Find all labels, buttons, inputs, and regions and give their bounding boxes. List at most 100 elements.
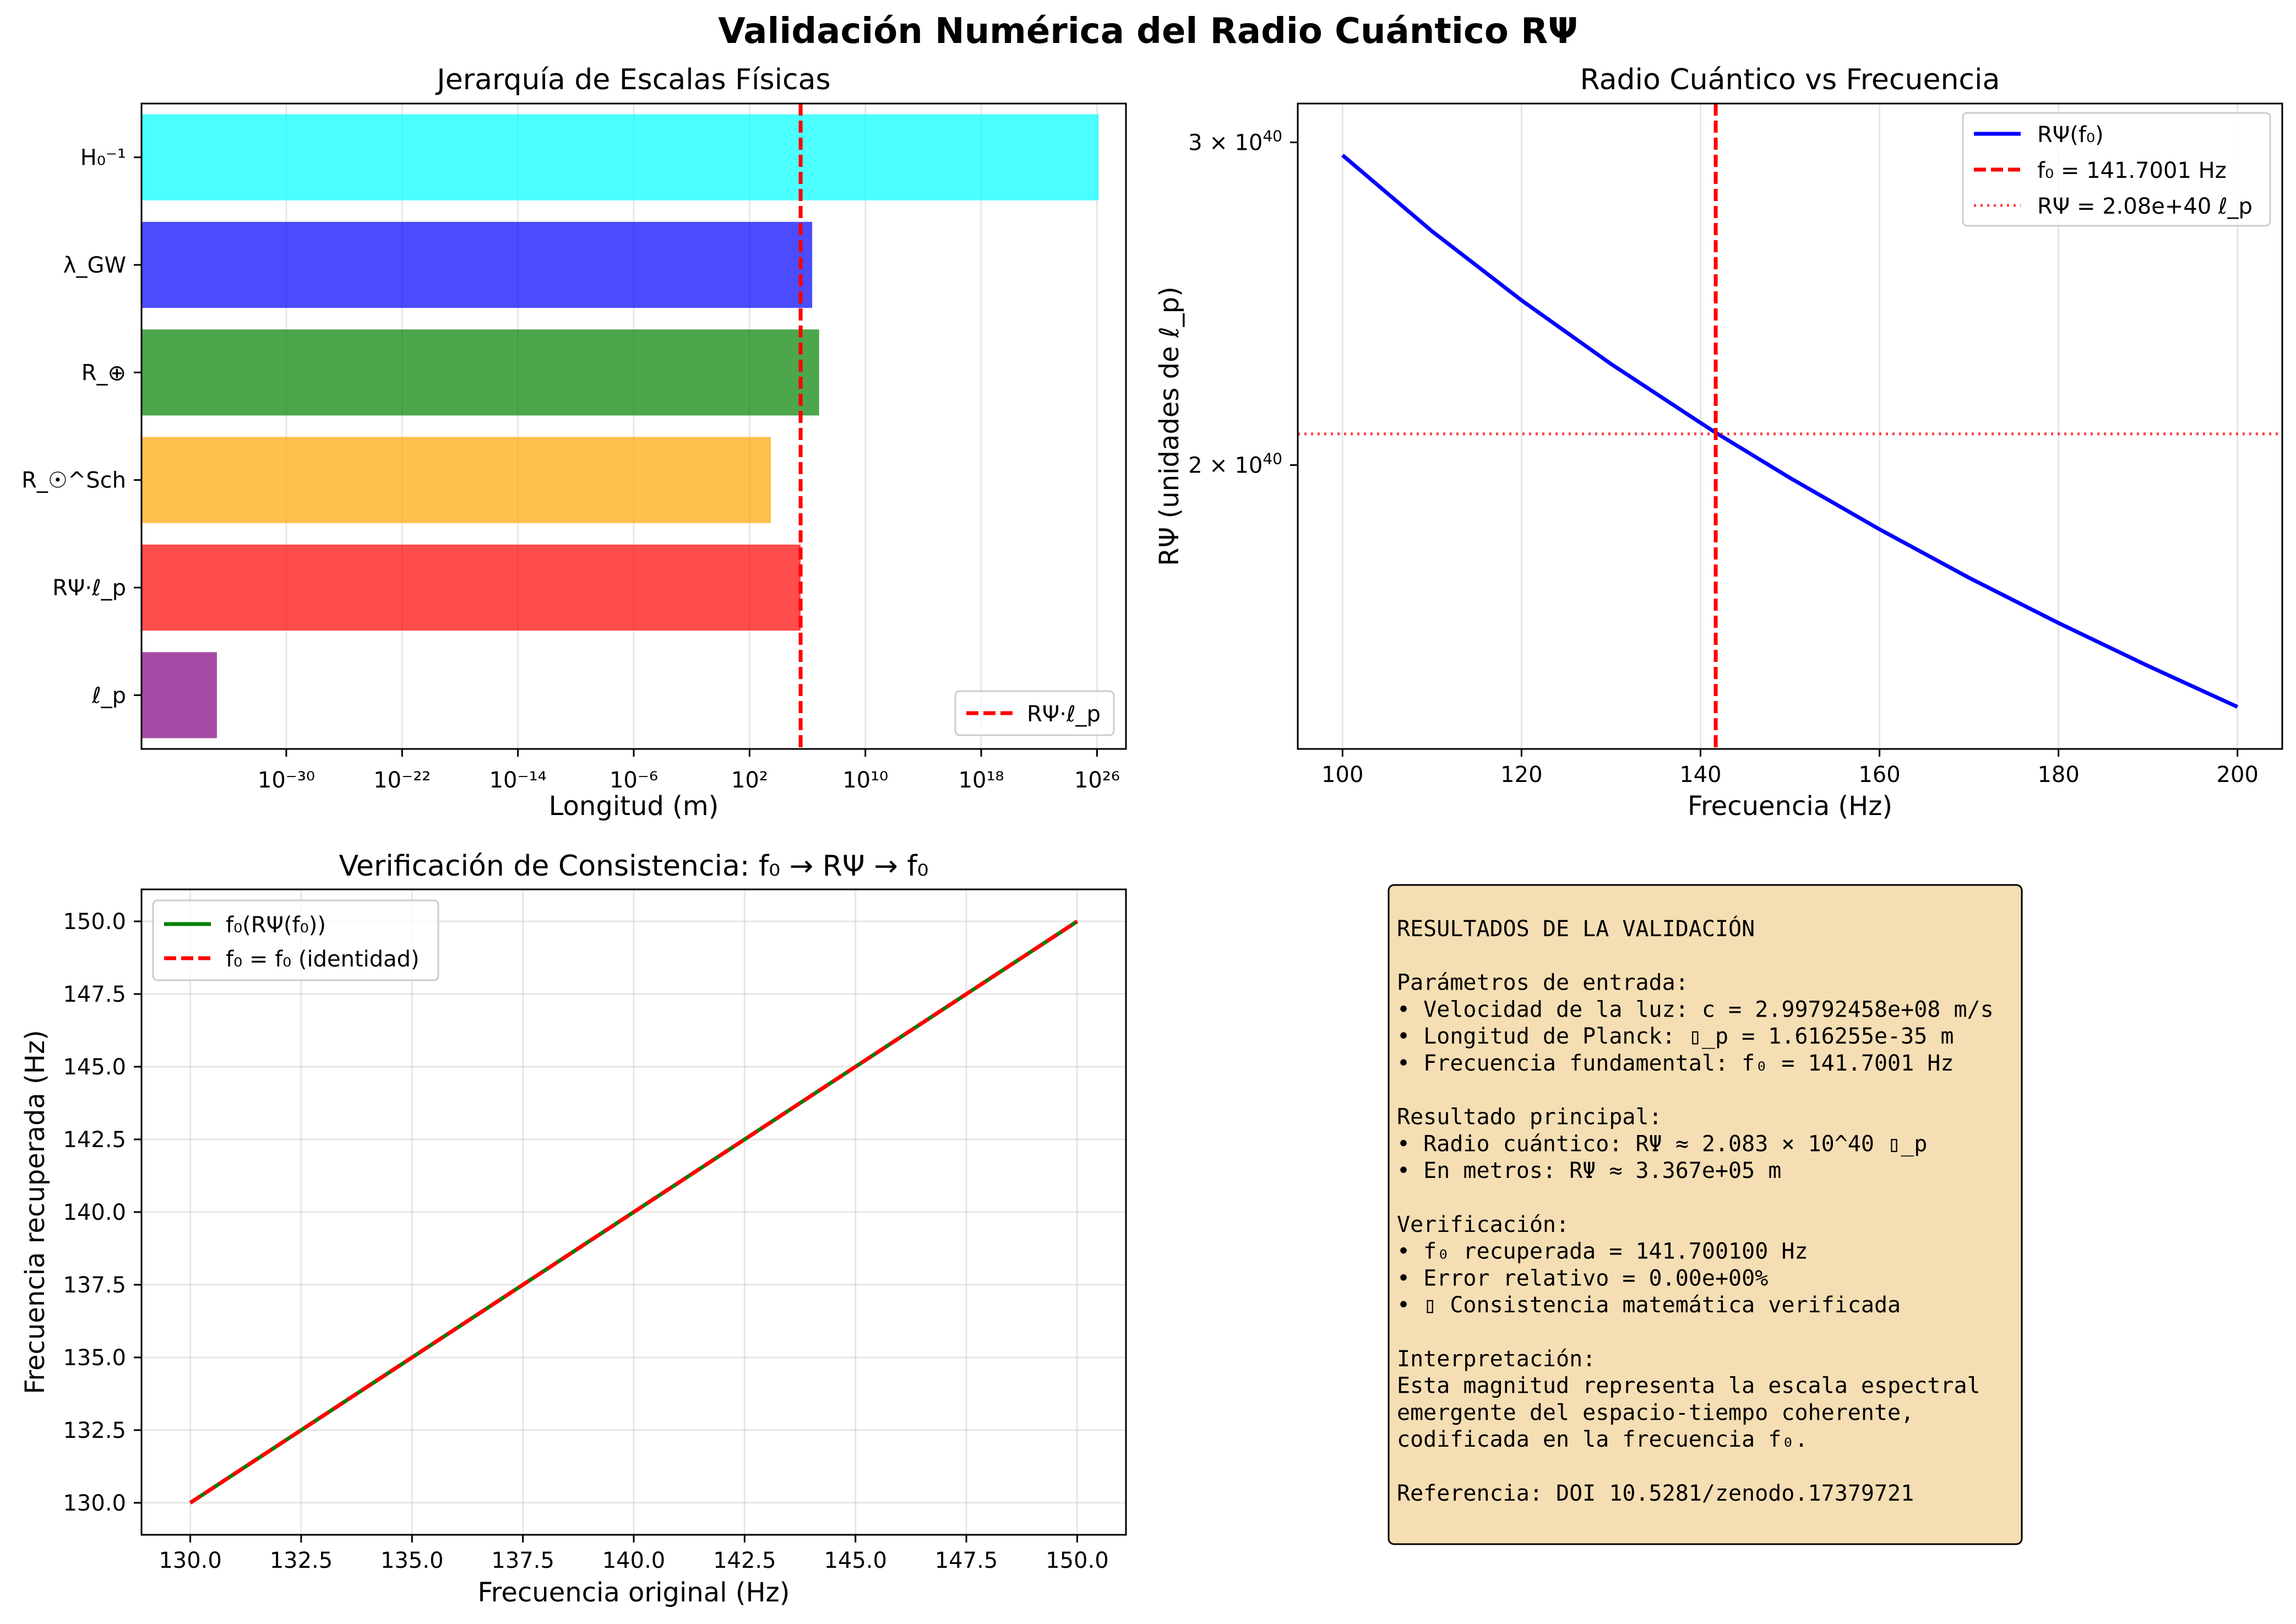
p1-y-tick-label: H₀⁻¹ <box>80 145 126 171</box>
p2-series-r-psi-curve <box>1341 154 2239 709</box>
p2-title: Radio Cuántico vs Frecuencia <box>1580 63 2000 96</box>
results-line: • Error relativo = 0.00e+00% <box>1397 1265 1768 1291</box>
p1-bar <box>142 114 1099 200</box>
p2-legend-label-hline: RΨ = 2.08e+40 ℓ_p <box>2037 194 2253 219</box>
p1-x-tick-label: 10⁻⁶ <box>610 768 658 793</box>
results-line: emergente del espacio-tiempo coherente, <box>1397 1400 1914 1425</box>
p3-y-tick-label: 132.5 <box>63 1418 126 1443</box>
results-box-frame <box>1388 884 2023 1545</box>
results-line: • ▯ Consistencia matemática verificada <box>1397 1292 1901 1318</box>
p1-y-tick-label: R_⊕ <box>81 360 126 385</box>
results-line: • Radio cuántico: RΨ ≈ 2.083 × 10^40 ▯_p <box>1397 1131 1927 1156</box>
p1-y-tick-label: RΨ·ℓ_p <box>52 575 126 601</box>
results-line: Interpretación: <box>1397 1346 1596 1372</box>
p2-x-tick-label: 200 <box>2217 762 2259 787</box>
p3-series-identity <box>189 920 1079 1504</box>
results-line: • En metros: RΨ ≈ 3.367e+05 m <box>1397 1158 1781 1183</box>
results-line: Verificación: <box>1397 1212 1569 1237</box>
p3-x-tick-label: 132.5 <box>270 1548 333 1573</box>
p1-y-tick-label: R_☉^Sch <box>21 468 126 493</box>
p3-x-tick-label: 140.0 <box>602 1548 666 1573</box>
p1-bar <box>142 652 217 738</box>
p1-x-tick-label: 10² <box>731 768 768 793</box>
p3-y-ticks: 130.0 132.5 135.0 137.5 140.0 142.5 145.0 147.5… <box>63 909 142 1516</box>
p3-lines <box>189 920 1079 1504</box>
p3-y-tick-label: 147.5 <box>63 982 126 1007</box>
p1-x-tick-label: 10⁻³⁰ <box>258 768 315 793</box>
p1-title: Jerarquía de Escalas Físicas <box>435 63 830 96</box>
p2-x-tick-label: 100 <box>1321 762 1363 787</box>
p1-bar <box>142 544 801 631</box>
p3-legend: f₀(RΨ(f₀)) f₀ = f₀ (identidad) <box>152 899 439 981</box>
p1-bars <box>142 114 1099 738</box>
p3-y-tick-label: 137.5 <box>63 1273 126 1298</box>
results-line: Parámetros de entrada: <box>1397 970 1689 996</box>
p2-axes-frame <box>1297 102 2283 750</box>
p2-x-tick-label: 140 <box>1679 762 1721 787</box>
p3-grid <box>142 889 1126 1535</box>
p3-legend-label-red: f₀ = f₀ (identidad) <box>226 947 420 972</box>
results-box: RESULTADOS DE LA VALIDACIÓN Parámetros de… <box>1388 884 2023 1545</box>
p1-bar <box>142 221 813 308</box>
p3-legend-label-green: f₀(RΨ(f₀)) <box>226 913 326 938</box>
p1-legend-label: RΨ·ℓ_p <box>1027 702 1101 727</box>
results-line: Esta magnitud representa la escala espec… <box>1397 1373 1981 1399</box>
p3-y-tick-label: 145.0 <box>63 1055 126 1080</box>
p1-bar <box>142 329 819 416</box>
p3-x-tick-label: 137.5 <box>491 1548 554 1573</box>
p2-legend-label-curve: RΨ(f₀) <box>2037 122 2104 148</box>
results-line: RESULTADOS DE LA VALIDACIÓN <box>1397 915 1755 942</box>
results-line: codificada en la frecuencia f₀. <box>1397 1427 1808 1452</box>
consistency-check-chart: 130.0 132.5 135.0 137.5 140.0 142.5 145.0 147.5… <box>20 850 1127 1608</box>
p1-x-ticks: 10⁻³⁰ 10⁻²² 10⁻¹⁴ 10⁻⁶ 10² 10¹⁰ 10¹⁸ 10²⁶ <box>258 749 1120 793</box>
p3-legend-frame <box>152 899 439 981</box>
results-lines: RESULTADOS DE LA VALIDACIÓN Parámetros de… <box>1397 915 1994 1506</box>
results-line: • Frecuencia fundamental: f₀ = 141.7001 … <box>1397 1051 1954 1076</box>
p1-y-tick-label: λ_GW <box>63 253 126 278</box>
p3-y-tick-label: 150.0 <box>63 909 126 935</box>
p3-ylabel: Frecuencia recuperada (Hz) <box>20 1030 51 1394</box>
p3-x-tick-label: 142.5 <box>713 1548 776 1573</box>
p1-bar <box>142 437 771 523</box>
p1-x-tick-label: 10¹⁸ <box>959 768 1004 793</box>
p1-legend-frame <box>954 690 1115 736</box>
results-line: Referencia: DOI 10.5281/zenodo.17379721 <box>1397 1481 1914 1506</box>
p2-x-tick-label: 180 <box>2037 762 2079 787</box>
p1-y-ticks: ℓ_p RΨ·ℓ_p R_☉^Sch R_⊕ λ_GW H₀⁻¹ <box>21 145 142 708</box>
p1-x-tick-label: 10²⁶ <box>1074 768 1120 793</box>
p3-x-ticks: 130.0 132.5 135.0 137.5 140.0 142.5 145.0 147.5… <box>159 1535 1109 1573</box>
p2-x-tick-label: 120 <box>1500 762 1542 787</box>
p3-xlabel: Frecuencia original (Hz) <box>478 1577 790 1608</box>
p1-x-tick-label: 10⁻²² <box>373 768 431 793</box>
p3-x-tick-label: 135.0 <box>380 1548 444 1573</box>
p3-x-tick-label: 150.0 <box>1046 1548 1109 1573</box>
p2-legend-frame <box>1962 112 2271 227</box>
p3-y-tick-label: 135.0 <box>63 1345 126 1371</box>
p1-grid <box>285 104 1098 749</box>
results-line: • Longitud de Planck: ▯_p = 1.616255e-35… <box>1397 1024 1954 1049</box>
scale-hierarchy-chart: 10⁻³⁰ 10⁻²² 10⁻¹⁴ 10⁻⁶ 10² 10¹⁰ 10¹⁸ 10²⁶ ℓ_p RΨ… <box>21 63 1127 822</box>
figure-suptitle: Validación Numérica del Radio Cuántico R… <box>718 11 1577 52</box>
p3-x-tick-label: 145.0 <box>824 1548 887 1573</box>
p1-x-tick-label: 10⁻¹⁴ <box>489 768 547 793</box>
p2-legend-label-vline: f₀ = 141.7001 Hz <box>2037 158 2227 183</box>
p1-y-tick-label: ℓ_p <box>91 683 126 708</box>
p3-x-tick-label: 147.5 <box>935 1548 998 1573</box>
p3-y-tick-label: 130.0 <box>63 1491 126 1516</box>
p2-x-tick-label: 160 <box>1858 762 1900 787</box>
p2-xlabel: Frecuencia (Hz) <box>1688 791 1892 822</box>
p1-xlabel: Longitud (m) <box>549 791 719 822</box>
p2-x-ticks: 100 120 140 160 180 200 <box>1321 749 2259 787</box>
p3-title: Verificación de Consistencia: f₀ → RΨ → … <box>339 850 928 883</box>
p2-legend: RΨ(f₀) f₀ = 141.7001 Hz RΨ = 2.08e+40 ℓ_… <box>1962 112 2271 227</box>
results-line: • f₀ recuperada = 141.700100 Hz <box>1397 1239 1808 1264</box>
results-line: Resultado principal: <box>1397 1105 1662 1130</box>
results-line: • Velocidad de la luz: c = 2.99792458e+0… <box>1397 997 1994 1022</box>
p3-y-tick-label: 140.0 <box>63 1200 126 1225</box>
p1-legend: RΨ·ℓ_p <box>954 690 1115 736</box>
p3-x-tick-label: 130.0 <box>159 1548 222 1573</box>
p3-y-tick-label: 142.5 <box>63 1127 126 1153</box>
